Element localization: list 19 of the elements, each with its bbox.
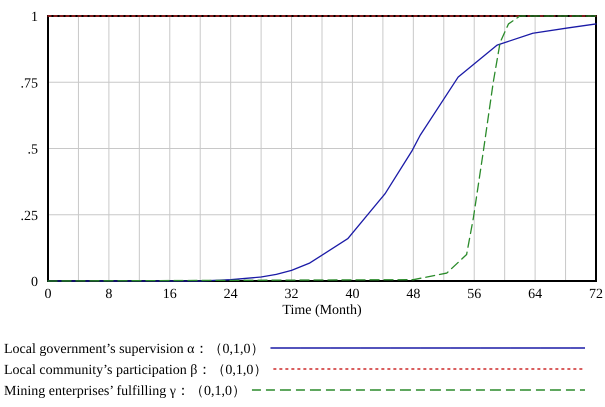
y-tick-label: 0 [31, 275, 38, 290]
x-tick-label: 56 [467, 287, 482, 302]
x-tick-label: 0 [44, 287, 52, 302]
x-tick-label: 64 [528, 287, 542, 302]
x-tick-label: 24 [224, 287, 238, 302]
y-tick-label: 1 [31, 10, 38, 25]
y-tick-label: .25 [20, 208, 38, 224]
legend-label: Local government’s supervision α：（0,1,0） [4, 342, 264, 357]
x-axis-title: Time (Month) [282, 303, 362, 318]
legend-label: Local community’s participation β：（0,1,0） [4, 363, 268, 378]
y-tick-label: .5 [28, 142, 38, 158]
x-tick-label: 8 [105, 287, 112, 302]
legend-label: Mining enterprises’ fulfilling γ：（0,1,0） [4, 384, 246, 399]
x-tick-label: 32 [284, 287, 299, 302]
x-tick-label: 16 [162, 287, 177, 302]
y-tick-label: .75 [20, 76, 38, 92]
x-tick-label: 48 [406, 287, 420, 302]
x-tick-label: 72 [589, 287, 603, 302]
x-tick-label: 40 [345, 287, 360, 302]
